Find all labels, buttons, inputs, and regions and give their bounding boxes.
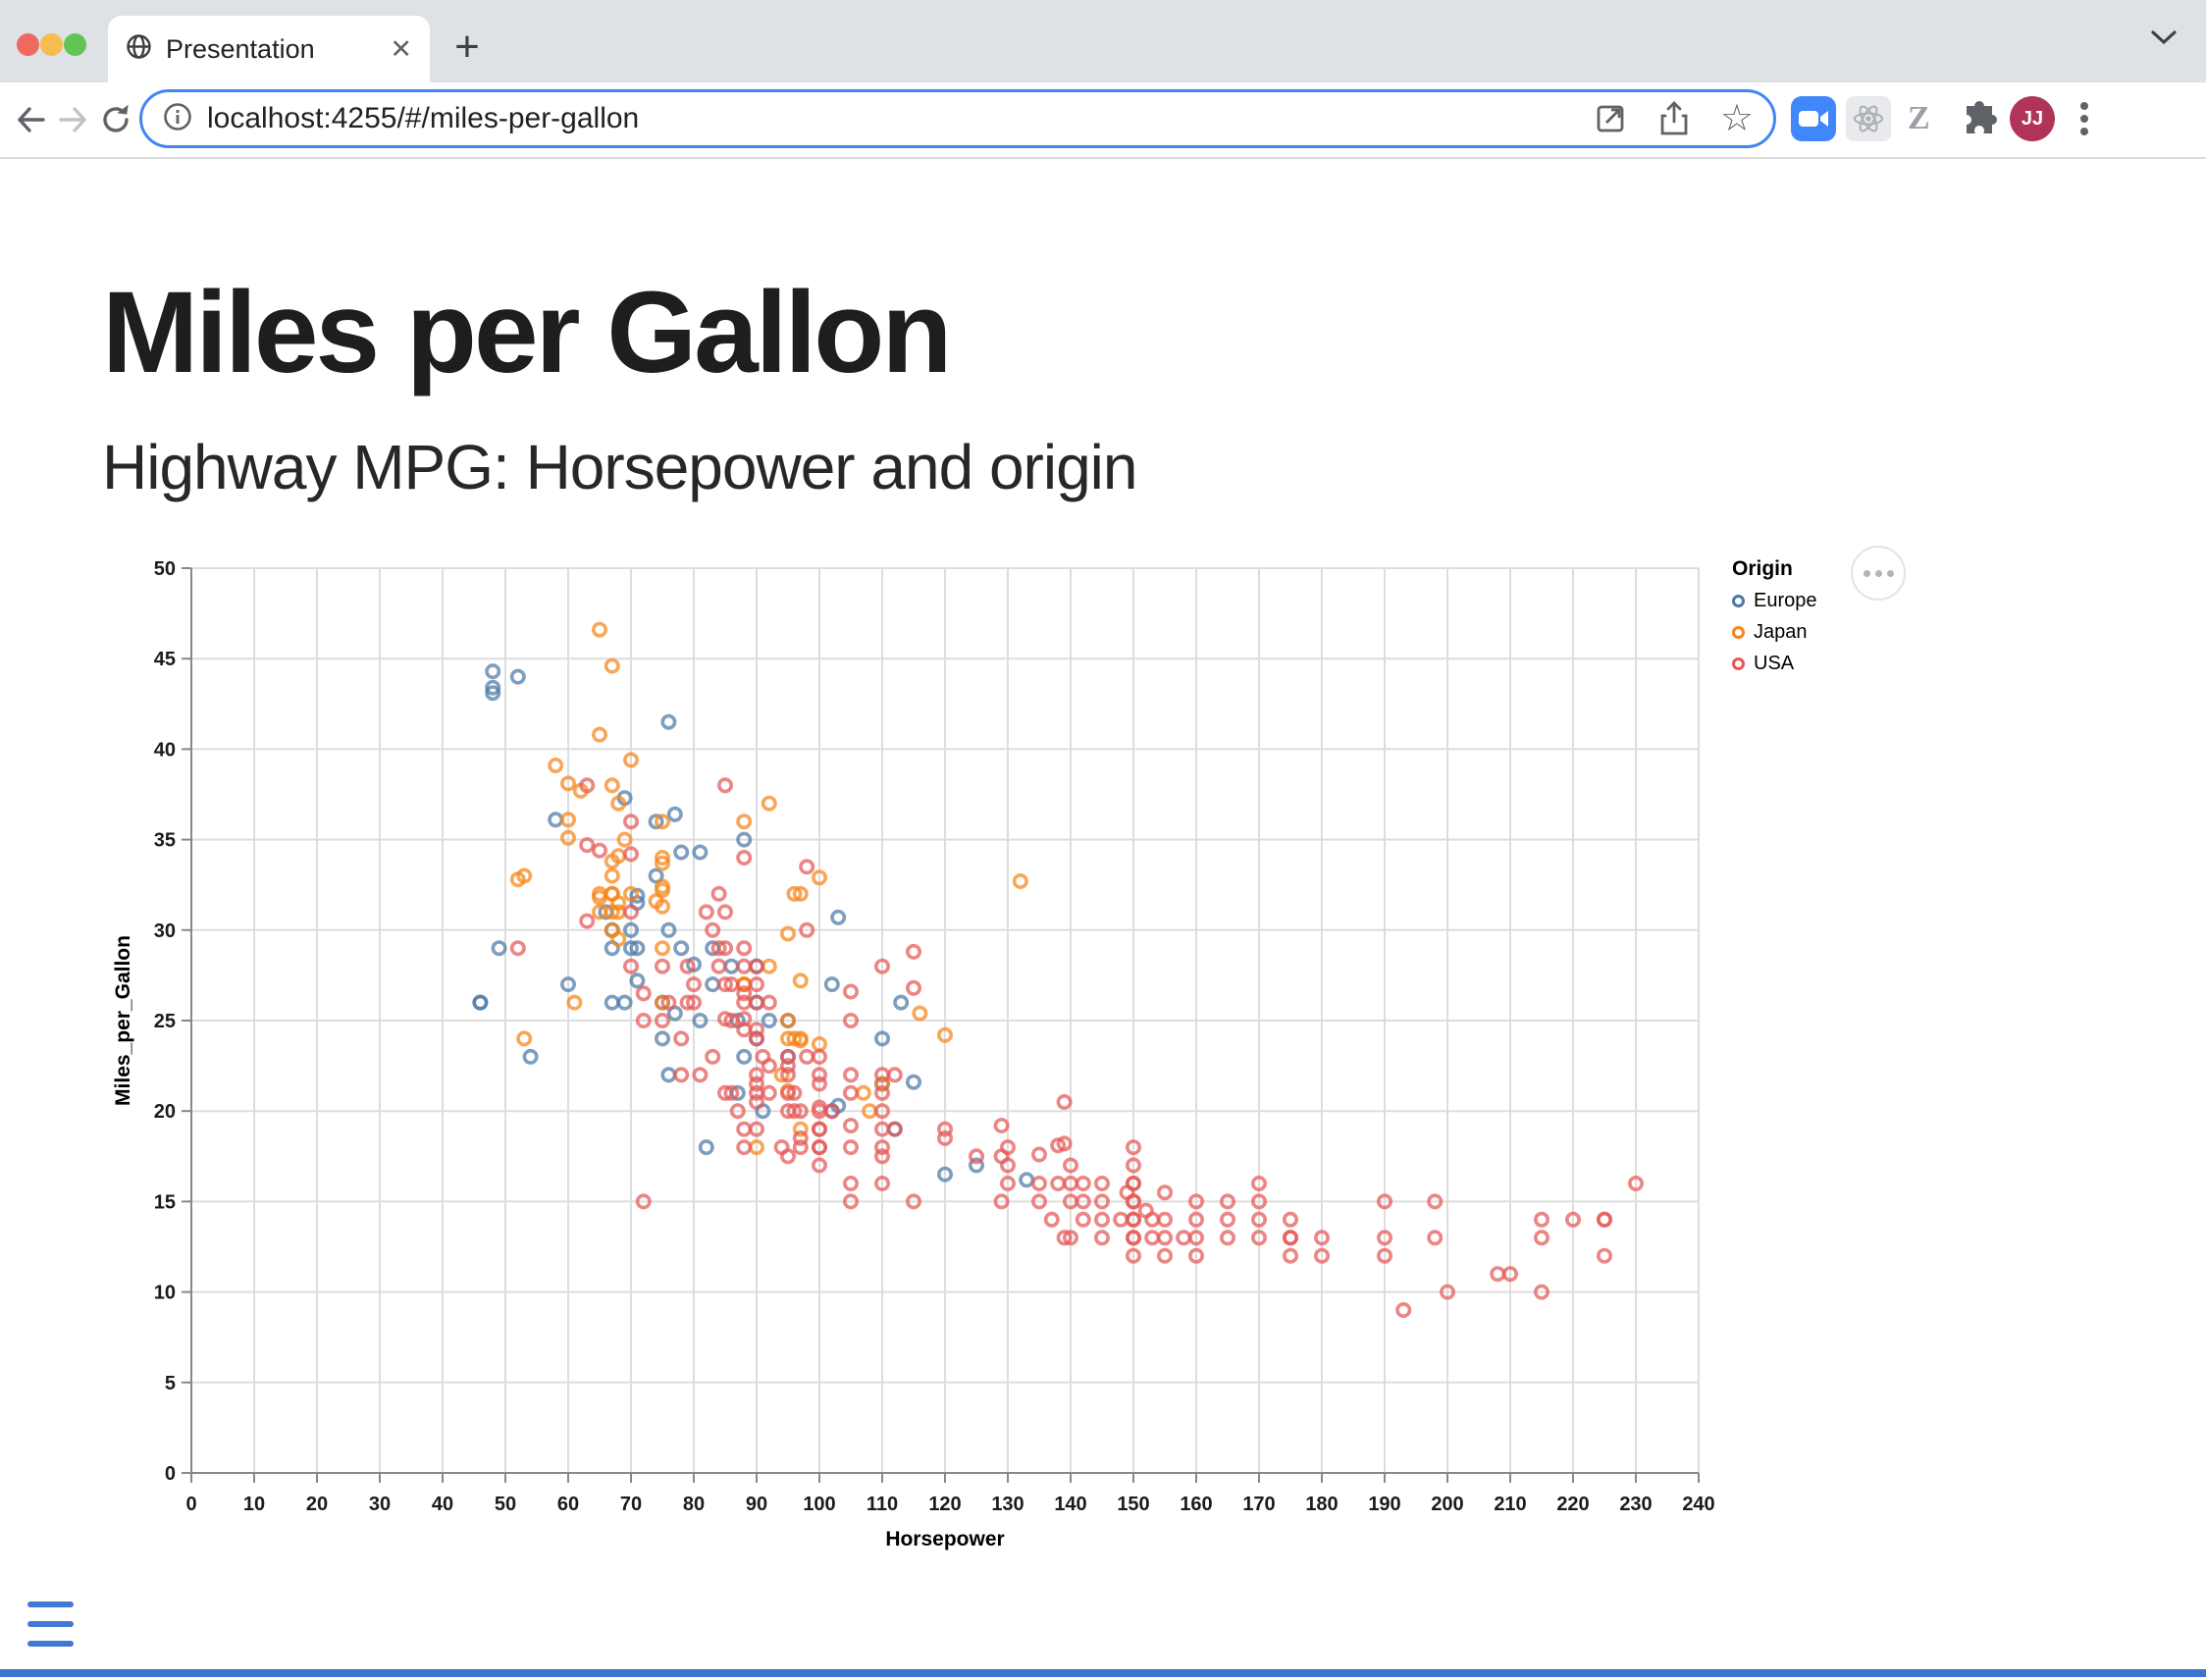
svg-text:210: 210 (1494, 1494, 1526, 1515)
svg-text:180: 180 (1305, 1494, 1338, 1515)
svg-text:100: 100 (803, 1494, 835, 1515)
svg-text:90: 90 (746, 1494, 767, 1515)
svg-text:20: 20 (306, 1494, 328, 1515)
zoom-extension-icon[interactable] (1791, 96, 1836, 146)
globe-favicon-icon (126, 33, 152, 65)
tab-strip: Presentation ✕ + (0, 0, 2206, 82)
open-in-new-icon[interactable] (1593, 101, 1628, 136)
browser-toolbar: localhost:4255/#/miles-per-gallon ☆ Z JJ (0, 82, 2206, 159)
slide-subtitle: Highway MPG: Horsepower and origin (102, 432, 1137, 502)
svg-text:240: 240 (1682, 1494, 1714, 1515)
svg-text:60: 60 (557, 1494, 579, 1515)
presentation-slide: Miles per Gallon Highway MPG: Horsepower… (0, 159, 2206, 1680)
new-tab-button[interactable]: + (454, 23, 480, 71)
minimize-window-button[interactable] (40, 33, 63, 56)
tab-title: Presentation (166, 33, 315, 64)
svg-text:130: 130 (991, 1494, 1024, 1515)
svg-text:5: 5 (165, 1373, 176, 1394)
svg-text:40: 40 (154, 739, 176, 761)
svg-text:190: 190 (1368, 1494, 1400, 1515)
svg-text:10: 10 (154, 1283, 176, 1304)
react-devtools-extension-icon[interactable] (1846, 96, 1891, 146)
bookmark-star-icon[interactable]: ☆ (1719, 98, 1754, 139)
svg-text:30: 30 (369, 1494, 391, 1515)
scatter-plot: 0 5 10 15 20 25 30 35 40 45 50 0 10 20 30 40 50 60 70 80 90 1… (112, 558, 1715, 1550)
chart-legend: Origin Europe Japan USA (1732, 557, 1817, 675)
slide-title: Miles per Gallon (102, 268, 952, 397)
slide-menu-button[interactable] (27, 1601, 74, 1647)
url-text[interactable]: localhost:4255/#/miles-per-gallon (207, 102, 640, 134)
svg-text:120: 120 (928, 1494, 961, 1515)
svg-text:40: 40 (432, 1494, 453, 1515)
close-window-button[interactable] (17, 33, 39, 56)
svg-text:170: 170 (1242, 1494, 1275, 1515)
svg-text:230: 230 (1619, 1494, 1652, 1515)
svg-text:Miles_per_Gallon: Miles_per_Gallon (112, 935, 134, 1106)
legend-item-europe: Europe (1732, 590, 1817, 612)
svg-text:80: 80 (683, 1494, 705, 1515)
forward-button[interactable] (51, 98, 94, 141)
tab-presentation[interactable]: Presentation ✕ (108, 16, 430, 82)
svg-text:0: 0 (165, 1463, 176, 1485)
svg-text:50: 50 (495, 1494, 516, 1515)
svg-text:220: 220 (1556, 1494, 1589, 1515)
svg-text:0: 0 (185, 1494, 196, 1515)
url-bar[interactable]: localhost:4255/#/miles-per-gallon ☆ (139, 89, 1776, 148)
legend-title: Origin (1732, 557, 1793, 580)
svg-text:160: 160 (1180, 1494, 1212, 1515)
usa-swatch-icon (1732, 657, 1745, 670)
back-button[interactable] (10, 98, 53, 141)
europe-swatch-icon (1732, 595, 1745, 607)
svg-text:200: 200 (1431, 1494, 1463, 1515)
svg-text:45: 45 (154, 649, 176, 670)
svg-text:30: 30 (154, 920, 176, 942)
profile-avatar[interactable]: JJ (2010, 96, 2055, 141)
zoom-window-button[interactable] (64, 33, 86, 56)
vega-actions-button[interactable] (1851, 546, 1906, 601)
legend-item-japan: Japan (1732, 621, 1817, 644)
svg-text:150: 150 (1117, 1494, 1149, 1515)
reload-button[interactable] (94, 98, 137, 141)
svg-text:70: 70 (620, 1494, 642, 1515)
z-extension-icon[interactable]: Z (1908, 100, 1930, 136)
svg-text:35: 35 (154, 830, 176, 852)
svg-text:15: 15 (154, 1191, 176, 1213)
browser-menu-kebab-icon[interactable] (2073, 94, 2096, 148)
legend-item-usa: USA (1732, 653, 1817, 675)
tab-close-icon[interactable]: ✕ (390, 33, 412, 64)
page-info-icon[interactable] (162, 101, 193, 137)
svg-text:25: 25 (154, 1011, 176, 1032)
svg-text:140: 140 (1054, 1494, 1086, 1515)
svg-text:Horsepower: Horsepower (885, 1528, 1004, 1550)
extensions-puzzle-icon[interactable] (1958, 96, 2001, 144)
svg-text:110: 110 (867, 1494, 898, 1515)
svg-text:20: 20 (154, 1101, 176, 1123)
svg-text:10: 10 (243, 1494, 265, 1515)
svg-text:50: 50 (154, 558, 176, 580)
presentation-progress-bar (0, 1669, 2206, 1677)
japan-swatch-icon (1732, 626, 1745, 639)
tab-search-chevron-icon[interactable] (2149, 27, 2179, 52)
share-icon[interactable] (1657, 100, 1691, 137)
